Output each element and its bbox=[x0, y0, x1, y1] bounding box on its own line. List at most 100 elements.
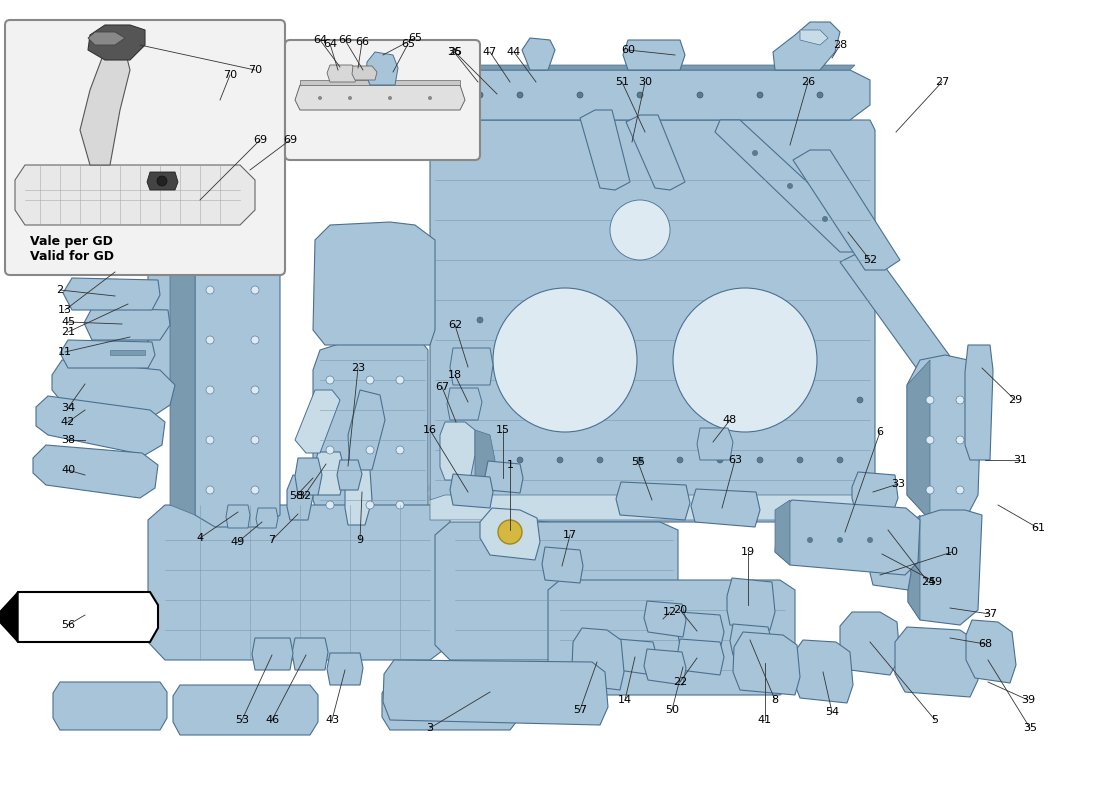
Text: Valid for GD: Valid for GD bbox=[30, 250, 114, 262]
Circle shape bbox=[251, 336, 258, 344]
Polygon shape bbox=[691, 489, 760, 527]
Polygon shape bbox=[88, 32, 125, 45]
Text: 42: 42 bbox=[60, 417, 75, 427]
Circle shape bbox=[610, 200, 670, 260]
Text: 8: 8 bbox=[771, 695, 779, 705]
Polygon shape bbox=[252, 638, 293, 670]
Circle shape bbox=[676, 457, 683, 463]
Text: 27: 27 bbox=[935, 77, 949, 87]
Polygon shape bbox=[730, 624, 772, 660]
Circle shape bbox=[326, 376, 334, 384]
Circle shape bbox=[697, 92, 703, 98]
Polygon shape bbox=[314, 452, 345, 495]
Polygon shape bbox=[450, 474, 493, 508]
Polygon shape bbox=[104, 290, 151, 320]
Polygon shape bbox=[195, 242, 280, 527]
Text: 54: 54 bbox=[825, 707, 839, 717]
Text: 39: 39 bbox=[1021, 695, 1035, 705]
Text: 5: 5 bbox=[932, 715, 938, 725]
Text: 33: 33 bbox=[891, 479, 905, 489]
Text: 18: 18 bbox=[448, 370, 462, 380]
Circle shape bbox=[326, 446, 334, 454]
Circle shape bbox=[251, 436, 258, 444]
Polygon shape bbox=[840, 252, 960, 380]
Polygon shape bbox=[908, 510, 982, 625]
Text: 65: 65 bbox=[408, 33, 422, 43]
Text: 11: 11 bbox=[58, 347, 72, 357]
Circle shape bbox=[348, 96, 352, 100]
Circle shape bbox=[206, 286, 214, 294]
Polygon shape bbox=[440, 422, 475, 480]
Text: 2: 2 bbox=[56, 285, 64, 295]
Circle shape bbox=[157, 176, 167, 186]
Text: 56: 56 bbox=[60, 620, 75, 630]
Polygon shape bbox=[623, 40, 685, 70]
Polygon shape bbox=[776, 500, 790, 565]
Text: 24: 24 bbox=[921, 577, 935, 587]
Polygon shape bbox=[644, 601, 686, 637]
Circle shape bbox=[396, 446, 404, 454]
Circle shape bbox=[517, 457, 522, 463]
Circle shape bbox=[857, 397, 864, 403]
Polygon shape bbox=[226, 505, 250, 528]
Polygon shape bbox=[327, 65, 358, 82]
Text: 51: 51 bbox=[615, 77, 629, 87]
Circle shape bbox=[822, 216, 828, 222]
Circle shape bbox=[956, 486, 964, 494]
Polygon shape bbox=[485, 461, 522, 493]
Polygon shape bbox=[644, 649, 686, 685]
Circle shape bbox=[396, 376, 404, 384]
Circle shape bbox=[926, 396, 934, 404]
Polygon shape bbox=[542, 547, 583, 583]
Text: 38: 38 bbox=[60, 435, 75, 445]
Polygon shape bbox=[626, 115, 685, 190]
Polygon shape bbox=[148, 242, 195, 415]
Polygon shape bbox=[447, 388, 482, 420]
Text: 5partslogistica: 5partslogistica bbox=[349, 402, 771, 538]
Text: 66: 66 bbox=[338, 35, 352, 45]
Polygon shape bbox=[348, 390, 385, 470]
Polygon shape bbox=[470, 430, 495, 485]
Text: 70: 70 bbox=[223, 70, 238, 80]
Polygon shape bbox=[327, 653, 363, 685]
Polygon shape bbox=[382, 682, 520, 730]
Text: 7: 7 bbox=[268, 535, 276, 545]
Polygon shape bbox=[895, 627, 978, 697]
Text: 40: 40 bbox=[60, 465, 75, 475]
Polygon shape bbox=[733, 632, 800, 695]
Text: 36: 36 bbox=[447, 47, 461, 57]
Polygon shape bbox=[434, 522, 678, 660]
Text: Vale per GD: Vale per GD bbox=[30, 235, 113, 249]
Text: 37: 37 bbox=[983, 609, 997, 619]
Circle shape bbox=[717, 457, 723, 463]
Polygon shape bbox=[295, 458, 322, 495]
FancyBboxPatch shape bbox=[285, 40, 480, 160]
Polygon shape bbox=[908, 360, 930, 520]
Text: 47: 47 bbox=[483, 47, 497, 57]
Polygon shape bbox=[616, 482, 690, 520]
Text: 16: 16 bbox=[424, 425, 437, 435]
Circle shape bbox=[926, 436, 934, 444]
Polygon shape bbox=[868, 515, 912, 550]
Polygon shape bbox=[33, 445, 158, 498]
Text: 63: 63 bbox=[728, 455, 743, 465]
Polygon shape bbox=[425, 70, 870, 120]
Text: logistica: logistica bbox=[526, 510, 674, 570]
Text: 49: 49 bbox=[231, 537, 245, 547]
Circle shape bbox=[206, 336, 214, 344]
Circle shape bbox=[477, 457, 483, 463]
Text: 50: 50 bbox=[666, 705, 679, 715]
Circle shape bbox=[318, 96, 322, 100]
Text: 21: 21 bbox=[60, 327, 75, 337]
Circle shape bbox=[757, 92, 763, 98]
Polygon shape bbox=[715, 120, 870, 252]
Circle shape bbox=[557, 457, 563, 463]
Text: 58: 58 bbox=[289, 491, 304, 501]
Text: 64: 64 bbox=[323, 39, 337, 49]
Polygon shape bbox=[450, 348, 493, 385]
Circle shape bbox=[637, 457, 644, 463]
Text: 45: 45 bbox=[60, 317, 75, 327]
Polygon shape bbox=[314, 340, 428, 530]
Polygon shape bbox=[148, 505, 450, 660]
Polygon shape bbox=[173, 685, 318, 735]
